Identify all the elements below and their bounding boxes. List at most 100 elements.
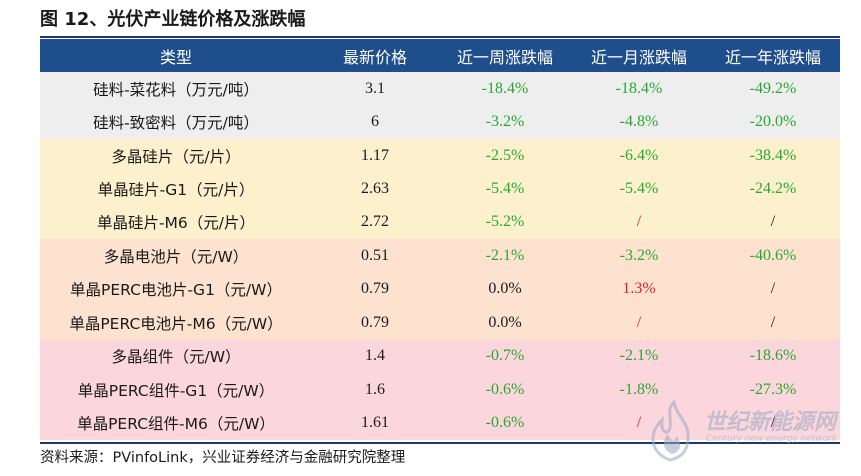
- price-value: 2.72: [361, 213, 389, 231]
- header-type: 类型: [40, 39, 312, 72]
- product-name: 多晶电池片（元/W）: [103, 247, 249, 266]
- cell-week-change: -2.1%: [438, 239, 572, 273]
- price-value: 1.4: [365, 347, 385, 365]
- change-value: -5.4%: [485, 180, 525, 198]
- cell-month-change: -2.1%: [572, 339, 706, 373]
- cell-month-change: /: [572, 205, 706, 240]
- cell-year-change: -40.6%: [706, 239, 840, 273]
- cell-month-change: -18.4%: [572, 72, 706, 106]
- change-value: -5.4%: [619, 180, 659, 198]
- cell-month-change: 1.3%: [572, 272, 706, 307]
- change-value: /: [770, 414, 776, 432]
- cell-month-change: -4.8%: [572, 105, 706, 139]
- cell-latest-price: 0.79: [312, 306, 438, 340]
- change-value: /: [770, 213, 776, 231]
- watermark-text-cn: 世纪新能源网: [704, 410, 837, 435]
- cell-latest-price: 2.72: [312, 205, 438, 240]
- table-row: 单晶硅片-G1（元/片） 2.63 -5.4% -5.4% -24.2%: [40, 172, 840, 206]
- cell-latest-price: 6: [312, 105, 438, 139]
- cell-year-change: /: [706, 406, 840, 440]
- change-value: /: [770, 313, 776, 331]
- product-name: 单晶PERC组件-G1（元/W）: [77, 381, 275, 400]
- cell-type: 多晶组件（元/W）: [40, 339, 312, 373]
- cell-week-change: -5.2%: [438, 205, 572, 240]
- price-value: 1.6: [365, 380, 385, 398]
- cell-week-change: -2.5%: [438, 138, 572, 173]
- table-row: 多晶组件（元/W） 1.4 -0.7% -2.1% -18.6%: [40, 339, 840, 373]
- change-value: -40.6%: [749, 246, 797, 264]
- cell-type: 硅料-菜花料（万元/吨）: [40, 72, 312, 106]
- cell-type: 单晶PERC组件-G1（元/W）: [40, 372, 312, 407]
- bottom-rule: [40, 442, 840, 444]
- cell-month-change: -5.4%: [572, 172, 706, 206]
- change-value: 0.0%: [488, 280, 522, 298]
- cell-year-change: -38.4%: [706, 138, 840, 173]
- change-value: /: [636, 313, 642, 331]
- cell-year-change: -20.0%: [706, 105, 840, 139]
- price-value: 0.79: [361, 280, 389, 298]
- price-table: 类型 最新价格 近一周涨跌幅 近一月涨跌幅 近一年涨跌幅 硅料-菜花料（万元/吨…: [40, 39, 840, 440]
- cell-latest-price: 3.1: [312, 72, 438, 106]
- change-value: /: [770, 280, 776, 298]
- cell-year-change: -27.3%: [706, 372, 840, 407]
- cell-latest-price: 1.6: [312, 372, 438, 407]
- table-row: 硅料-致密料（万元/吨） 6 -3.2% -4.8% -20.0%: [40, 105, 840, 139]
- change-value: /: [636, 213, 642, 231]
- cell-month-change: -6.4%: [572, 138, 706, 173]
- cell-type: 单晶硅片-M6（元/片）: [40, 205, 312, 240]
- change-value: -3.2%: [619, 246, 659, 264]
- product-name: 硅料-致密料（万元/吨）: [93, 114, 259, 133]
- product-name: 硅料-菜花料（万元/吨）: [93, 80, 259, 99]
- price-value: 0.51: [361, 246, 389, 264]
- change-value: -0.7%: [485, 347, 525, 365]
- product-name: 单晶PERC电池片-M6（元/W）: [69, 314, 283, 333]
- price-value: 1.61: [361, 414, 389, 432]
- change-value: -49.2%: [749, 79, 797, 97]
- change-value: -4.8%: [619, 113, 659, 131]
- change-value: -38.4%: [749, 146, 797, 164]
- cell-latest-price: 1.17: [312, 138, 438, 173]
- product-name: 多晶组件（元/W）: [111, 348, 241, 367]
- cell-year-change: /: [706, 306, 840, 340]
- cell-week-change: 0.0%: [438, 272, 572, 307]
- cell-week-change: -3.2%: [438, 105, 572, 139]
- table-row: 单晶PERC组件-M6（元/W） 1.61 -0.6% / /: [40, 406, 840, 440]
- table-row: 单晶硅片-M6（元/片） 2.72 -5.2% / /: [40, 205, 840, 240]
- cell-week-change: -0.6%: [438, 372, 572, 407]
- price-value: 2.63: [361, 180, 389, 198]
- cell-type: 单晶PERC组件-M6（元/W）: [40, 406, 312, 440]
- title-rule: [40, 36, 840, 38]
- cell-type: 硅料-致密料（万元/吨）: [40, 105, 312, 139]
- change-value: -27.3%: [749, 380, 797, 398]
- watermark-text-en: Century new energy network: [706, 434, 838, 444]
- change-value: -2.1%: [485, 246, 525, 264]
- price-value: 6: [371, 113, 379, 131]
- cell-type: 单晶PERC电池片-G1（元/W）: [40, 272, 312, 307]
- cell-latest-price: 1.4: [312, 339, 438, 373]
- product-name: 单晶PERC组件-M6（元/W）: [77, 415, 275, 434]
- cell-latest-price: 2.63: [312, 172, 438, 206]
- change-value: -2.1%: [619, 347, 659, 365]
- cell-year-change: /: [706, 272, 840, 307]
- cell-latest-price: 0.51: [312, 239, 438, 273]
- source-note: 资料来源：PVinfoLink，兴业证券经济与金融研究院整理: [40, 450, 406, 466]
- change-value: -20.0%: [749, 113, 797, 131]
- cell-latest-price: 1.61: [312, 406, 438, 440]
- change-value: -2.5%: [485, 146, 525, 164]
- cell-month-change: /: [572, 306, 706, 340]
- cell-type: 多晶硅片（元/片）: [40, 138, 312, 173]
- cell-year-change: -49.2%: [706, 72, 840, 106]
- change-value: -1.8%: [619, 380, 659, 398]
- change-value: -18.6%: [749, 347, 797, 365]
- cell-type: 单晶PERC电池片-M6（元/W）: [40, 306, 312, 340]
- table-header-row: 类型 最新价格 近一周涨跌幅 近一月涨跌幅 近一年涨跌幅: [40, 39, 840, 72]
- cell-week-change: -0.6%: [438, 406, 572, 440]
- cell-year-change: -24.2%: [706, 172, 840, 206]
- change-value: -18.4%: [615, 79, 663, 97]
- cell-year-change: -18.6%: [706, 339, 840, 373]
- table-row: 硅料-菜花料（万元/吨） 3.1 -18.4% -18.4% -49.2%: [40, 72, 840, 106]
- product-name: 单晶PERC电池片-G1（元/W）: [70, 281, 282, 300]
- cell-latest-price: 0.79: [312, 272, 438, 307]
- price-value: 3.1: [365, 79, 385, 97]
- header-month-change: 近一月涨跌幅: [572, 39, 706, 72]
